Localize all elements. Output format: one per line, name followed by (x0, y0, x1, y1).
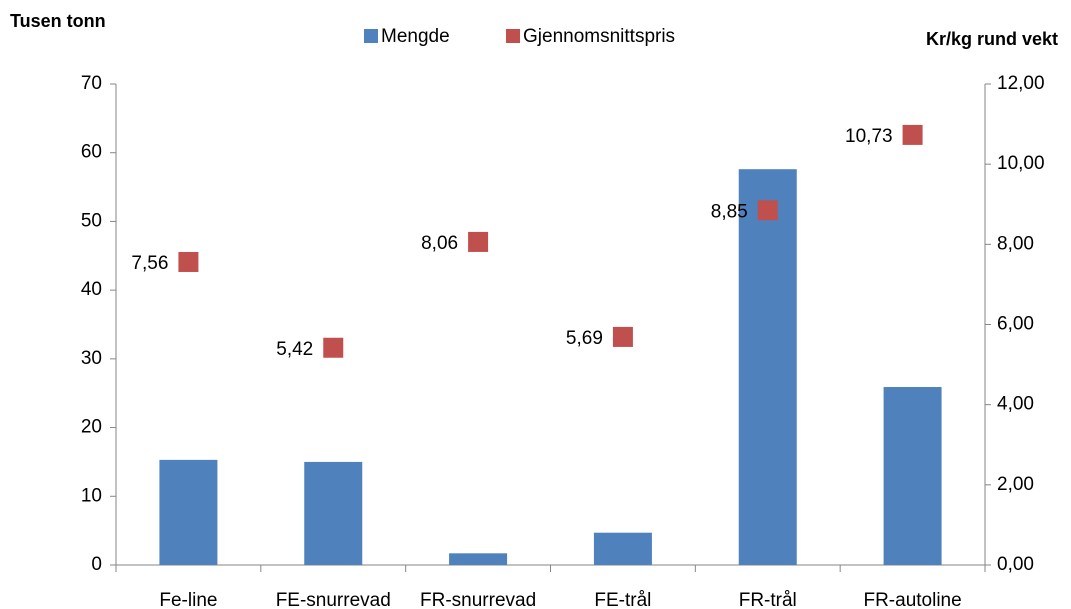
x-tick-label: Fe-line (159, 590, 217, 609)
marker (612, 326, 633, 347)
legend-label: Gjennomsnittspris (523, 26, 675, 47)
marker (902, 124, 923, 145)
y2-tick-label: 10,00 (997, 153, 1045, 174)
bar (304, 461, 363, 565)
marker (468, 231, 489, 252)
y-tick-label: 30 (81, 348, 102, 369)
data-label: 8,85 (711, 201, 748, 222)
y2-tick-label: 2,00 (997, 474, 1034, 495)
bar (159, 459, 218, 565)
y-tick-label: 0 (91, 554, 102, 575)
y-tick-label: 70 (81, 73, 102, 94)
y-tick-label: 60 (81, 142, 102, 163)
data-label: 10,73 (845, 126, 893, 147)
x-tick-label: FE-trål (594, 590, 651, 609)
x-tick-label: FE-snurrevad (276, 590, 391, 609)
y-tick-label: 20 (81, 417, 102, 438)
data-label: 5,69 (566, 328, 603, 349)
y-tick-label: 40 (81, 279, 102, 300)
y2-tick-label: 0,00 (997, 554, 1034, 575)
y2-axis-title: Kr/kg rund vekt (926, 29, 1058, 49)
x-tick-label: FR-autoline (863, 590, 961, 609)
bar (593, 532, 652, 565)
legend-swatch (364, 29, 378, 43)
data-label: 8,06 (421, 233, 458, 254)
y-axis-title: Tusen tonn (10, 11, 106, 31)
x-tick-label: FR-trål (739, 590, 797, 609)
legend-swatch (506, 29, 520, 43)
bar (449, 553, 508, 565)
data-label: 5,42 (276, 339, 313, 360)
marker (757, 200, 778, 221)
bar (883, 387, 942, 565)
data-label: 7,56 (131, 253, 168, 274)
legend-label: Mengde (381, 26, 450, 47)
y-tick-label: 10 (81, 485, 102, 506)
y2-tick-label: 12,00 (997, 73, 1045, 94)
y2-tick-label: 8,00 (997, 233, 1034, 254)
bar (738, 169, 797, 565)
y2-tick-label: 6,00 (997, 314, 1034, 335)
marker (323, 337, 344, 358)
marker (178, 251, 199, 272)
y2-tick-label: 4,00 (997, 394, 1034, 415)
y-tick-label: 50 (81, 210, 102, 231)
x-tick-label: FR-snurrevad (420, 590, 536, 609)
